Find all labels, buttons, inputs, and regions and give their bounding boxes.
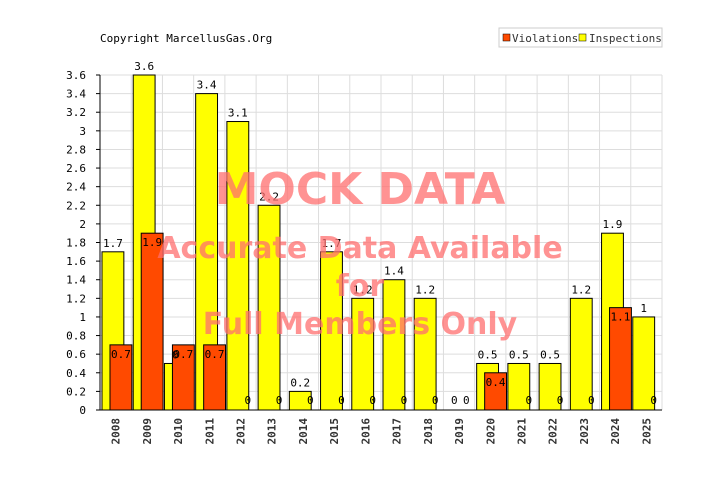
label-inspections-2012: 3.1	[228, 107, 248, 120]
y-tick-label: 1.4	[66, 274, 86, 287]
label-violations-2024: 1.1	[611, 311, 631, 324]
watermark: MOCK DATA Accurate Data Available for Fu…	[157, 164, 562, 342]
label-violations-2025: 0	[650, 394, 657, 407]
y-tick-label: 0.8	[66, 330, 86, 343]
y-tick-label: 0	[79, 404, 86, 417]
label-violations-2018: 0	[432, 394, 439, 407]
label-violations-2021: 0	[525, 394, 532, 407]
bars	[101, 74, 656, 411]
x-tick-label-2021: 2021	[516, 418, 529, 445]
watermark-line-3: for	[336, 269, 385, 304]
x-tick-label-2020: 2020	[484, 418, 497, 445]
label-inspections-2025: 1	[640, 302, 647, 315]
label-violations-2009: 1.9	[142, 236, 162, 249]
x-tick-label-2017: 2017	[391, 418, 404, 445]
x-tick-label-2018: 2018	[422, 418, 435, 445]
label-inspections-2017: 1.4	[384, 265, 404, 278]
label-inspections-2021: 0.5	[509, 348, 529, 361]
label-violations-2016: 0	[369, 394, 376, 407]
label-violations-2010: 0.7	[173, 348, 193, 361]
x-tick-label-2014: 2014	[297, 418, 310, 445]
y-tick-label: 0.4	[66, 367, 86, 380]
x-tick-label-2022: 2022	[547, 418, 560, 445]
watermark-line-4: Full Members Only	[203, 307, 518, 342]
y-tick-label: 0.2	[66, 385, 86, 398]
y-tick-label: 2.6	[66, 162, 86, 175]
label-violations-2023: 0	[588, 394, 595, 407]
label-violations-2014: 0	[307, 394, 314, 407]
x-tick-label-2023: 2023	[578, 418, 591, 445]
label-inspections-2024: 1.9	[603, 218, 623, 231]
label-inspections-2019: 0	[451, 394, 458, 407]
legend-label-violations: Violations	[512, 32, 578, 45]
y-tick-label: 1.8	[66, 237, 86, 250]
label-inspections-2010: 0	[172, 348, 179, 361]
y-tick-label: 3	[79, 125, 86, 138]
label-inspections-2018: 1.2	[415, 283, 435, 296]
x-tick-label-2013: 2013	[266, 418, 279, 445]
label-violations-2015: 0	[338, 394, 345, 407]
watermark-line-2: Accurate Data Available	[157, 231, 562, 266]
legend-swatch-violations	[502, 33, 511, 42]
x-tick-label-2010: 2010	[172, 418, 185, 445]
value-labels: 1.70.73.61.900.73.40.73.102.200.201.701.…	[103, 60, 657, 407]
x-tick-label-2012: 2012	[235, 418, 248, 445]
label-inspections-2022: 0.5	[540, 348, 560, 361]
x-tick-label-2025: 2025	[640, 418, 653, 445]
y-tick-label: 2.8	[66, 143, 86, 156]
y-tick-label: 3.2	[66, 106, 86, 119]
copyright-text: Copyright MarcellusGas.Org	[100, 32, 272, 45]
y-tick-label: 1	[79, 311, 86, 324]
label-inspections-2023: 1.2	[571, 283, 591, 296]
x-tick-labels: 2008 2009 2010 2011 2012 2013 2014 2015 2016 2017…	[110, 418, 654, 445]
y-tick-label: 2	[79, 218, 86, 231]
y-tick-label: 0.6	[66, 348, 86, 361]
x-tick-label-2009: 2009	[141, 418, 154, 445]
y-tick-label: 1.6	[66, 255, 86, 268]
watermark-line-1: MOCK DATA	[215, 164, 506, 215]
x-tick-label-2019: 2019	[453, 418, 466, 445]
x-tick-label-2015: 2015	[328, 418, 341, 445]
label-violations-2017: 0	[401, 394, 408, 407]
label-inspections-2008: 1.7	[103, 237, 123, 250]
y-tick-label: 2.2	[66, 199, 86, 212]
bar-inspections-2017	[382, 279, 406, 411]
label-violations-2013: 0	[276, 394, 283, 407]
legend-label-inspections: Inspections	[589, 32, 662, 45]
x-tick-label-2011: 2011	[203, 418, 216, 445]
axes	[99, 75, 662, 411]
label-violations-2008: 0.7	[111, 348, 131, 361]
y-tick-label: 3.4	[66, 88, 86, 101]
x-tick-label-2008: 2008	[110, 418, 123, 445]
label-violations-2020: 0.4	[486, 376, 506, 389]
legend-swatch-inspections	[578, 33, 587, 42]
x-tick-label-2016: 2016	[359, 418, 372, 445]
x-tick-label-2024: 2024	[609, 418, 622, 445]
y-tick-labels: 0 0.2 0.4 0.6 0.8 1 1.2 1.4 1.6 1.8 2 2.2 2.4 2.6 2.8 3…	[66, 69, 86, 417]
label-inspections-2020: 0.5	[478, 348, 498, 361]
y-tick-label: 3.6	[66, 69, 86, 82]
y-tick-label: 1.2	[66, 292, 86, 305]
label-inspections-2015: 1.7	[322, 237, 342, 250]
label-violations-2012: 0	[244, 394, 251, 407]
label-inspections-2016: 1.2	[353, 283, 373, 296]
label-violations-2022: 0	[557, 394, 564, 407]
y-tick-label: 2.4	[66, 181, 86, 194]
label-inspections-2014: 0.2	[290, 376, 310, 389]
label-inspections-2011: 3.4	[197, 79, 217, 92]
label-inspections-2009: 3.6	[134, 60, 154, 73]
label-violations-2019: 0	[463, 394, 470, 407]
label-inspections-2013: 2.2	[259, 190, 279, 203]
label-violations-2011: 0.7	[205, 348, 225, 361]
legend: Violations Inspections	[498, 27, 663, 48]
